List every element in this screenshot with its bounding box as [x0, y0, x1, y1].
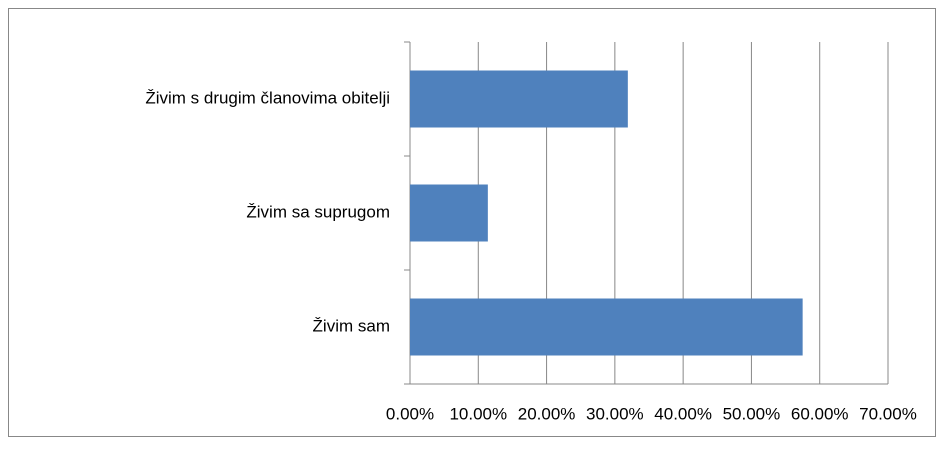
x-tick-label: 50.00% — [723, 404, 781, 423]
bar — [410, 70, 628, 128]
x-tick-label: 60.00% — [791, 404, 849, 423]
x-tick-label: 10.00% — [449, 404, 507, 423]
y-tick-label: Živim sa suprugom — [246, 202, 390, 221]
bar — [410, 298, 803, 356]
x-tick-label: 70.00% — [859, 404, 917, 423]
y-tick-label: Živim sam — [313, 316, 390, 335]
x-tick-label: 0.00% — [386, 404, 434, 423]
x-tick-label: 40.00% — [654, 404, 712, 423]
x-tick-label: 30.00% — [586, 404, 644, 423]
x-tick-label: 20.00% — [518, 404, 576, 423]
bar — [410, 184, 488, 242]
y-tick-label: Živim s drugim članovima obitelji — [145, 88, 390, 107]
